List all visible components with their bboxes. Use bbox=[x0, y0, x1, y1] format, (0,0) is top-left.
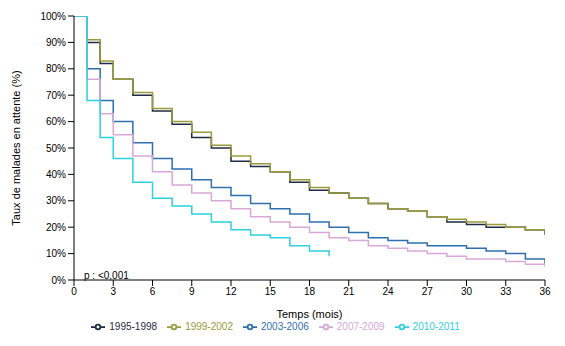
svg-text:50%: 50% bbox=[46, 143, 66, 154]
html-text:1995-1998: 1995-1998 bbox=[109, 320, 158, 332]
svg-text:20%: 20% bbox=[46, 222, 66, 233]
svg-text:0: 0 bbox=[71, 286, 77, 297]
html-text:2003-2006: 2003-2006 bbox=[261, 320, 309, 332]
html-text:1999-2002: 1999-2002 bbox=[185, 320, 233, 332]
svg-text:12: 12 bbox=[225, 286, 237, 297]
svg-text:9: 9 bbox=[189, 286, 195, 297]
svg-text:30%: 30% bbox=[46, 195, 66, 206]
svg-text:Temps (mois): Temps (mois) bbox=[276, 308, 342, 320]
html-text:p : <0,001: p : <0,001 bbox=[84, 270, 129, 281]
svg-text:33: 33 bbox=[500, 286, 512, 297]
svg-text:80%: 80% bbox=[46, 63, 66, 74]
svg-text:3: 3 bbox=[110, 286, 116, 297]
svg-text:Taux de malades en attente (%): Taux de malades en attente (%) bbox=[10, 70, 22, 225]
svg-text:70%: 70% bbox=[46, 90, 66, 101]
svg-text:100%: 100% bbox=[40, 11, 66, 22]
svg-text:6: 6 bbox=[150, 286, 156, 297]
svg-text:18: 18 bbox=[304, 286, 316, 297]
svg-text:10%: 10% bbox=[46, 248, 66, 259]
html-text:2007-2009: 2007-2009 bbox=[336, 320, 385, 332]
html-text:2010-2011: 2010-2011 bbox=[412, 320, 460, 332]
svg-text:21: 21 bbox=[343, 286, 355, 297]
svg-text:30: 30 bbox=[461, 286, 473, 297]
svg-text:40%: 40% bbox=[46, 169, 66, 180]
svg-text:24: 24 bbox=[382, 286, 394, 297]
svg-text:0%: 0% bbox=[52, 275, 67, 286]
svg-text:90%: 90% bbox=[46, 37, 66, 48]
svg-text:15: 15 bbox=[265, 286, 277, 297]
svg-text:36: 36 bbox=[539, 286, 551, 297]
svg-text:27: 27 bbox=[422, 286, 434, 297]
svg-text:60%: 60% bbox=[46, 116, 66, 127]
